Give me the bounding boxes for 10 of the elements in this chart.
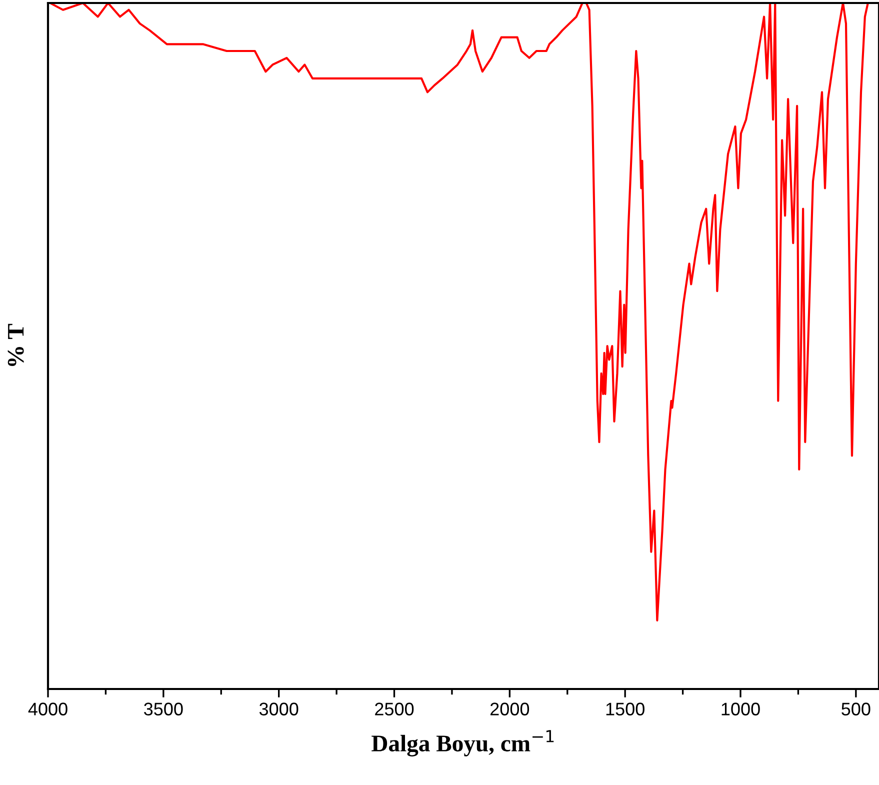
x-tick-label: 2000	[490, 702, 530, 716]
x-tick-label: 3000	[259, 702, 298, 716]
x-axis-title: Dalga Boyu, cm$^{−1}$	[372, 730, 554, 756]
x-tick-label: 4000	[28, 702, 68, 716]
x-tick-label: 1000	[722, 702, 760, 716]
x-tick-label: 2500	[375, 702, 414, 716]
x-tick-label: 1500	[606, 702, 644, 716]
x-tick-label: 3500	[144, 702, 183, 716]
y-axis-title: % T	[8, 324, 24, 366]
x-tick-label: 500	[842, 702, 870, 716]
